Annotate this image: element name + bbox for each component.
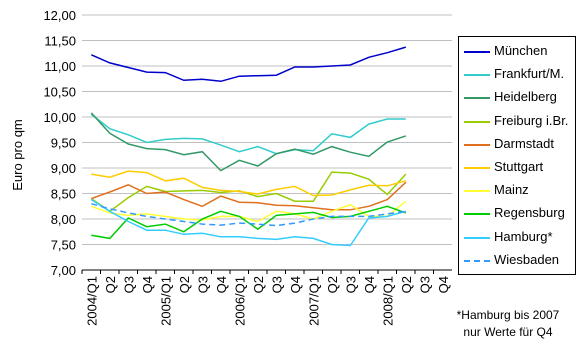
y-tick-label: 7,00	[51, 263, 76, 278]
series-line-stuttgart	[91, 170, 406, 197]
x-tick-label: Q3	[417, 276, 432, 293]
y-axis-label: Euro pro qm	[10, 119, 25, 191]
legend-swatch	[464, 143, 490, 146]
x-tick-label: 2006/Q1	[232, 276, 247, 326]
legend-label: Hamburg*	[494, 228, 553, 244]
legend: München Frankfurt/M. Heidelberg Freiburg i.…	[458, 36, 576, 275]
y-axis-tick-labels: 7,00 7,50 8,00 8,50 9,00 9,50 10,00 10,50 11,00 1…	[43, 8, 76, 278]
series-line-frankfurt-m-	[90, 113, 406, 155]
legend-item: Freiburg i.Br.	[459, 112, 577, 130]
legend-label: Stuttgart	[494, 159, 544, 174]
legend-item: Mainz	[459, 181, 577, 199]
x-tick-label: Q3	[343, 276, 358, 293]
x-tick-label: Q3	[195, 276, 210, 293]
y-tick-label: 8,00	[51, 212, 76, 227]
legend-swatch	[464, 51, 490, 53]
x-tick-label: 2008/Q1	[380, 276, 395, 326]
series-line-darmstadt	[91, 181, 407, 211]
legend-label: Regensburg	[494, 205, 565, 221]
x-tick-label: Q2	[251, 276, 266, 293]
x-tick-label: Q4	[288, 276, 303, 293]
x-axis-tick-labels: 2004/Q1 Q2 Q3 Q4 2005/Q1 Q2 Q3 Q4 2006/Q1 Q2 Q3 Q4 2…	[81, 270, 451, 326]
legend-item: Frankfurt/M.	[459, 65, 577, 83]
legend-item: Hamburg*	[459, 228, 577, 246]
legend-item: München	[459, 42, 577, 60]
legend-label: Wiesbaden	[494, 251, 560, 267]
y-tick-label: 11,00	[44, 59, 76, 74]
x-tick-label: Q2	[399, 276, 414, 293]
series-line-heidelberg	[90, 112, 407, 172]
legend-item: Stuttgart	[459, 158, 577, 176]
x-tick-label: Q3	[269, 276, 284, 293]
x-tick-label: 2004/Q1	[84, 276, 99, 326]
legend-swatch	[464, 236, 490, 239]
x-tick-label: 2005/Q1	[158, 276, 173, 326]
x-tick-label: Q2	[325, 276, 340, 293]
legend-label: Darmstadt	[494, 135, 554, 151]
legend-swatch	[464, 213, 490, 216]
legend-swatch	[464, 167, 490, 169]
series-line-freiburg-i-br-	[90, 171, 407, 213]
x-tick-label: Q4	[214, 276, 229, 293]
legend-swatch	[464, 120, 490, 123]
legend-swatch	[464, 74, 490, 77]
footnote-line-2: nur Werte für Q4	[463, 325, 553, 339]
series-lines	[90, 46, 407, 247]
y-tick-label: 10,00	[43, 110, 76, 125]
legend-label: Freiburg i.Br.	[494, 112, 569, 128]
series-line-regensburg	[91, 205, 407, 240]
x-tick-label: Q2	[177, 276, 192, 293]
x-tick-label: 2007/Q1	[306, 276, 321, 326]
series-line-hamburg-	[90, 198, 406, 247]
legend-item: Regensburg	[459, 204, 577, 222]
footnote-line-1: *Hamburg bis 2007	[456, 308, 560, 322]
x-tick-label: Q3	[121, 276, 136, 293]
x-tick-label: Q4	[140, 276, 155, 293]
footnote: *Hamburg bis 2007 nur Werte für Q4	[440, 307, 576, 341]
legend-label: Mainz	[494, 182, 529, 198]
legend-swatch	[464, 190, 490, 193]
gridlines	[82, 14, 452, 271]
series-line-wiesbaden	[91, 202, 406, 227]
series-line-m-nchen	[90, 46, 407, 83]
y-tick-label: 7,50	[51, 238, 76, 253]
legend-swatch	[464, 97, 490, 100]
x-tick-label: Q2	[103, 276, 118, 293]
x-tick-label: Q4	[436, 276, 451, 293]
y-tick-label: 10,50	[43, 85, 76, 100]
legend-item: Heidelberg	[459, 88, 577, 106]
legend-label: Frankfurt/M.	[494, 66, 565, 82]
y-tick-label: 9,00	[51, 161, 76, 176]
y-tick-label: 9,50	[51, 136, 76, 151]
x-tick-label: Q4	[362, 276, 377, 293]
legend-swatch	[464, 259, 490, 262]
y-tick-label: 11,50	[44, 34, 76, 49]
series-line-mainz	[91, 200, 407, 223]
legend-item: Wiesbaden	[459, 251, 577, 269]
legend-label: Heidelberg	[494, 89, 557, 105]
y-tick-label: 12,00	[43, 8, 76, 23]
legend-item: Darmstadt	[459, 135, 577, 153]
y-tick-label: 8,50	[51, 187, 76, 202]
legend-label: München	[494, 43, 548, 58]
